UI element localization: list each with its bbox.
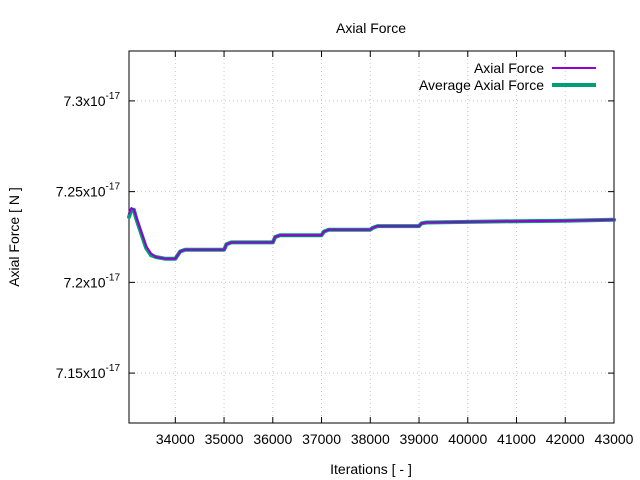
x-tick-label: 40000 [448, 431, 487, 447]
x-tick-label: 37000 [302, 431, 341, 447]
grid-lines [129, 51, 615, 423]
x-tick-label: 38000 [351, 431, 390, 447]
chart-title: Axial Force [336, 20, 406, 36]
legend-label-average-axial-force: Average Axial Force [419, 77, 544, 93]
x-tick-label: 36000 [253, 431, 292, 447]
y-tick-label: 7.25x10-17 [56, 182, 121, 200]
x-tick-label: 35000 [205, 431, 244, 447]
series-layer [127, 207, 616, 261]
legend-label-axial-force: Axial Force [474, 60, 544, 76]
y-axis: 7.15x10-17 7.2x10-17 7.25x10-17 7.3x10-17 [56, 91, 614, 381]
plot-frame [128, 50, 615, 424]
x-tick-label: 34000 [156, 431, 195, 447]
x-tick-label: 39000 [400, 431, 439, 447]
y-tick-label: 7.15x10-17 [56, 363, 121, 381]
y-tick-label: 7.3x10-17 [64, 91, 121, 109]
series-line-axial-force [128, 207, 615, 260]
series-line-average-axial-force [127, 207, 616, 261]
x-axis-title: Iterations [ - ] [330, 461, 412, 477]
x-tick-label: 41000 [497, 431, 536, 447]
x-tick-label: 42000 [546, 431, 585, 447]
x-axis: 34000 35000 36000 37000 38000 39000 40000 41000… [156, 51, 634, 447]
x-tick-label: 43000 [595, 431, 634, 447]
legend: Axial Force Average Axial Force [419, 60, 596, 93]
y-tick-label: 7.2x10-17 [64, 272, 121, 290]
y-axis-title: Axial Force [ N ] [6, 187, 22, 287]
